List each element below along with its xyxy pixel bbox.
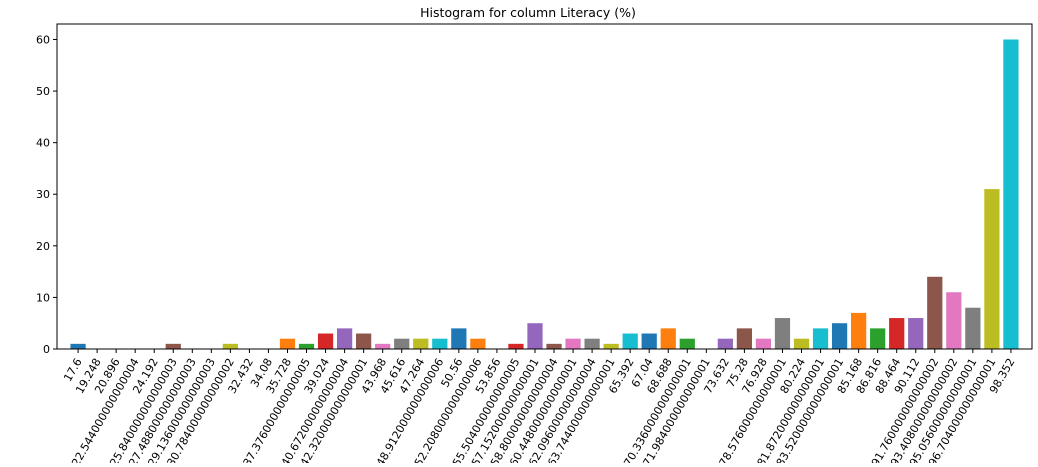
y-tick-label: 10 <box>36 291 50 304</box>
plot-frame <box>56 23 1033 350</box>
histogram-bar <box>584 338 600 349</box>
histogram-bar <box>470 338 486 349</box>
histogram-bar <box>565 338 581 349</box>
histogram-bar <box>413 338 429 349</box>
histogram-bar <box>622 333 638 349</box>
histogram-bar <box>889 318 905 349</box>
histogram-bar <box>546 343 562 349</box>
x-axis: 17.619.24820.89622.54400000000000424.192… <box>61 349 1018 467</box>
histogram-bar <box>641 333 657 349</box>
histogram-bar <box>793 338 810 349</box>
histogram-bar <box>927 276 943 349</box>
histogram-bar <box>375 343 391 349</box>
histogram-bar <box>717 338 733 349</box>
histogram-bar <box>432 338 448 349</box>
histogram-bar <box>298 343 315 349</box>
histogram-bar <box>755 338 772 349</box>
histogram-bar <box>165 343 181 349</box>
histogram-bar <box>851 312 867 349</box>
histogram-bar <box>984 189 1000 349</box>
chart-title: Histogram for column Literacy (%) <box>420 5 636 20</box>
histogram-bar <box>660 328 676 349</box>
histogram-bar <box>1003 39 1019 349</box>
y-tick-label: 30 <box>36 188 50 201</box>
histogram-bar <box>603 343 619 349</box>
y-tick-label: 50 <box>36 85 50 98</box>
bars-layer <box>70 39 1019 349</box>
y-tick-label: 40 <box>36 137 50 150</box>
y-tick-label: 0 <box>43 343 50 356</box>
histogram-bar <box>336 328 353 349</box>
histogram-bar <box>279 338 296 349</box>
y-axis: 0 10 20 30 40 50 60 <box>36 33 57 356</box>
histogram-bar <box>222 343 238 349</box>
y-tick-label: 60 <box>36 33 50 46</box>
histogram-bar <box>965 307 981 349</box>
histogram-bar <box>679 338 695 349</box>
histogram-bar <box>908 318 924 349</box>
histogram-bar <box>870 328 886 349</box>
histogram-bar <box>394 338 410 349</box>
histogram-bar <box>774 318 791 349</box>
histogram-bar <box>736 328 753 349</box>
histogram-bar <box>451 328 467 349</box>
histogram-bar <box>946 292 962 349</box>
histogram-bar <box>70 343 86 349</box>
histogram-bar <box>356 333 372 349</box>
histogram-bar <box>831 323 848 349</box>
histogram-bar <box>508 343 524 349</box>
histogram-bar <box>812 328 829 349</box>
y-tick-label: 20 <box>36 240 50 253</box>
histogram-bar <box>527 323 543 349</box>
histogram-bar <box>317 333 334 349</box>
